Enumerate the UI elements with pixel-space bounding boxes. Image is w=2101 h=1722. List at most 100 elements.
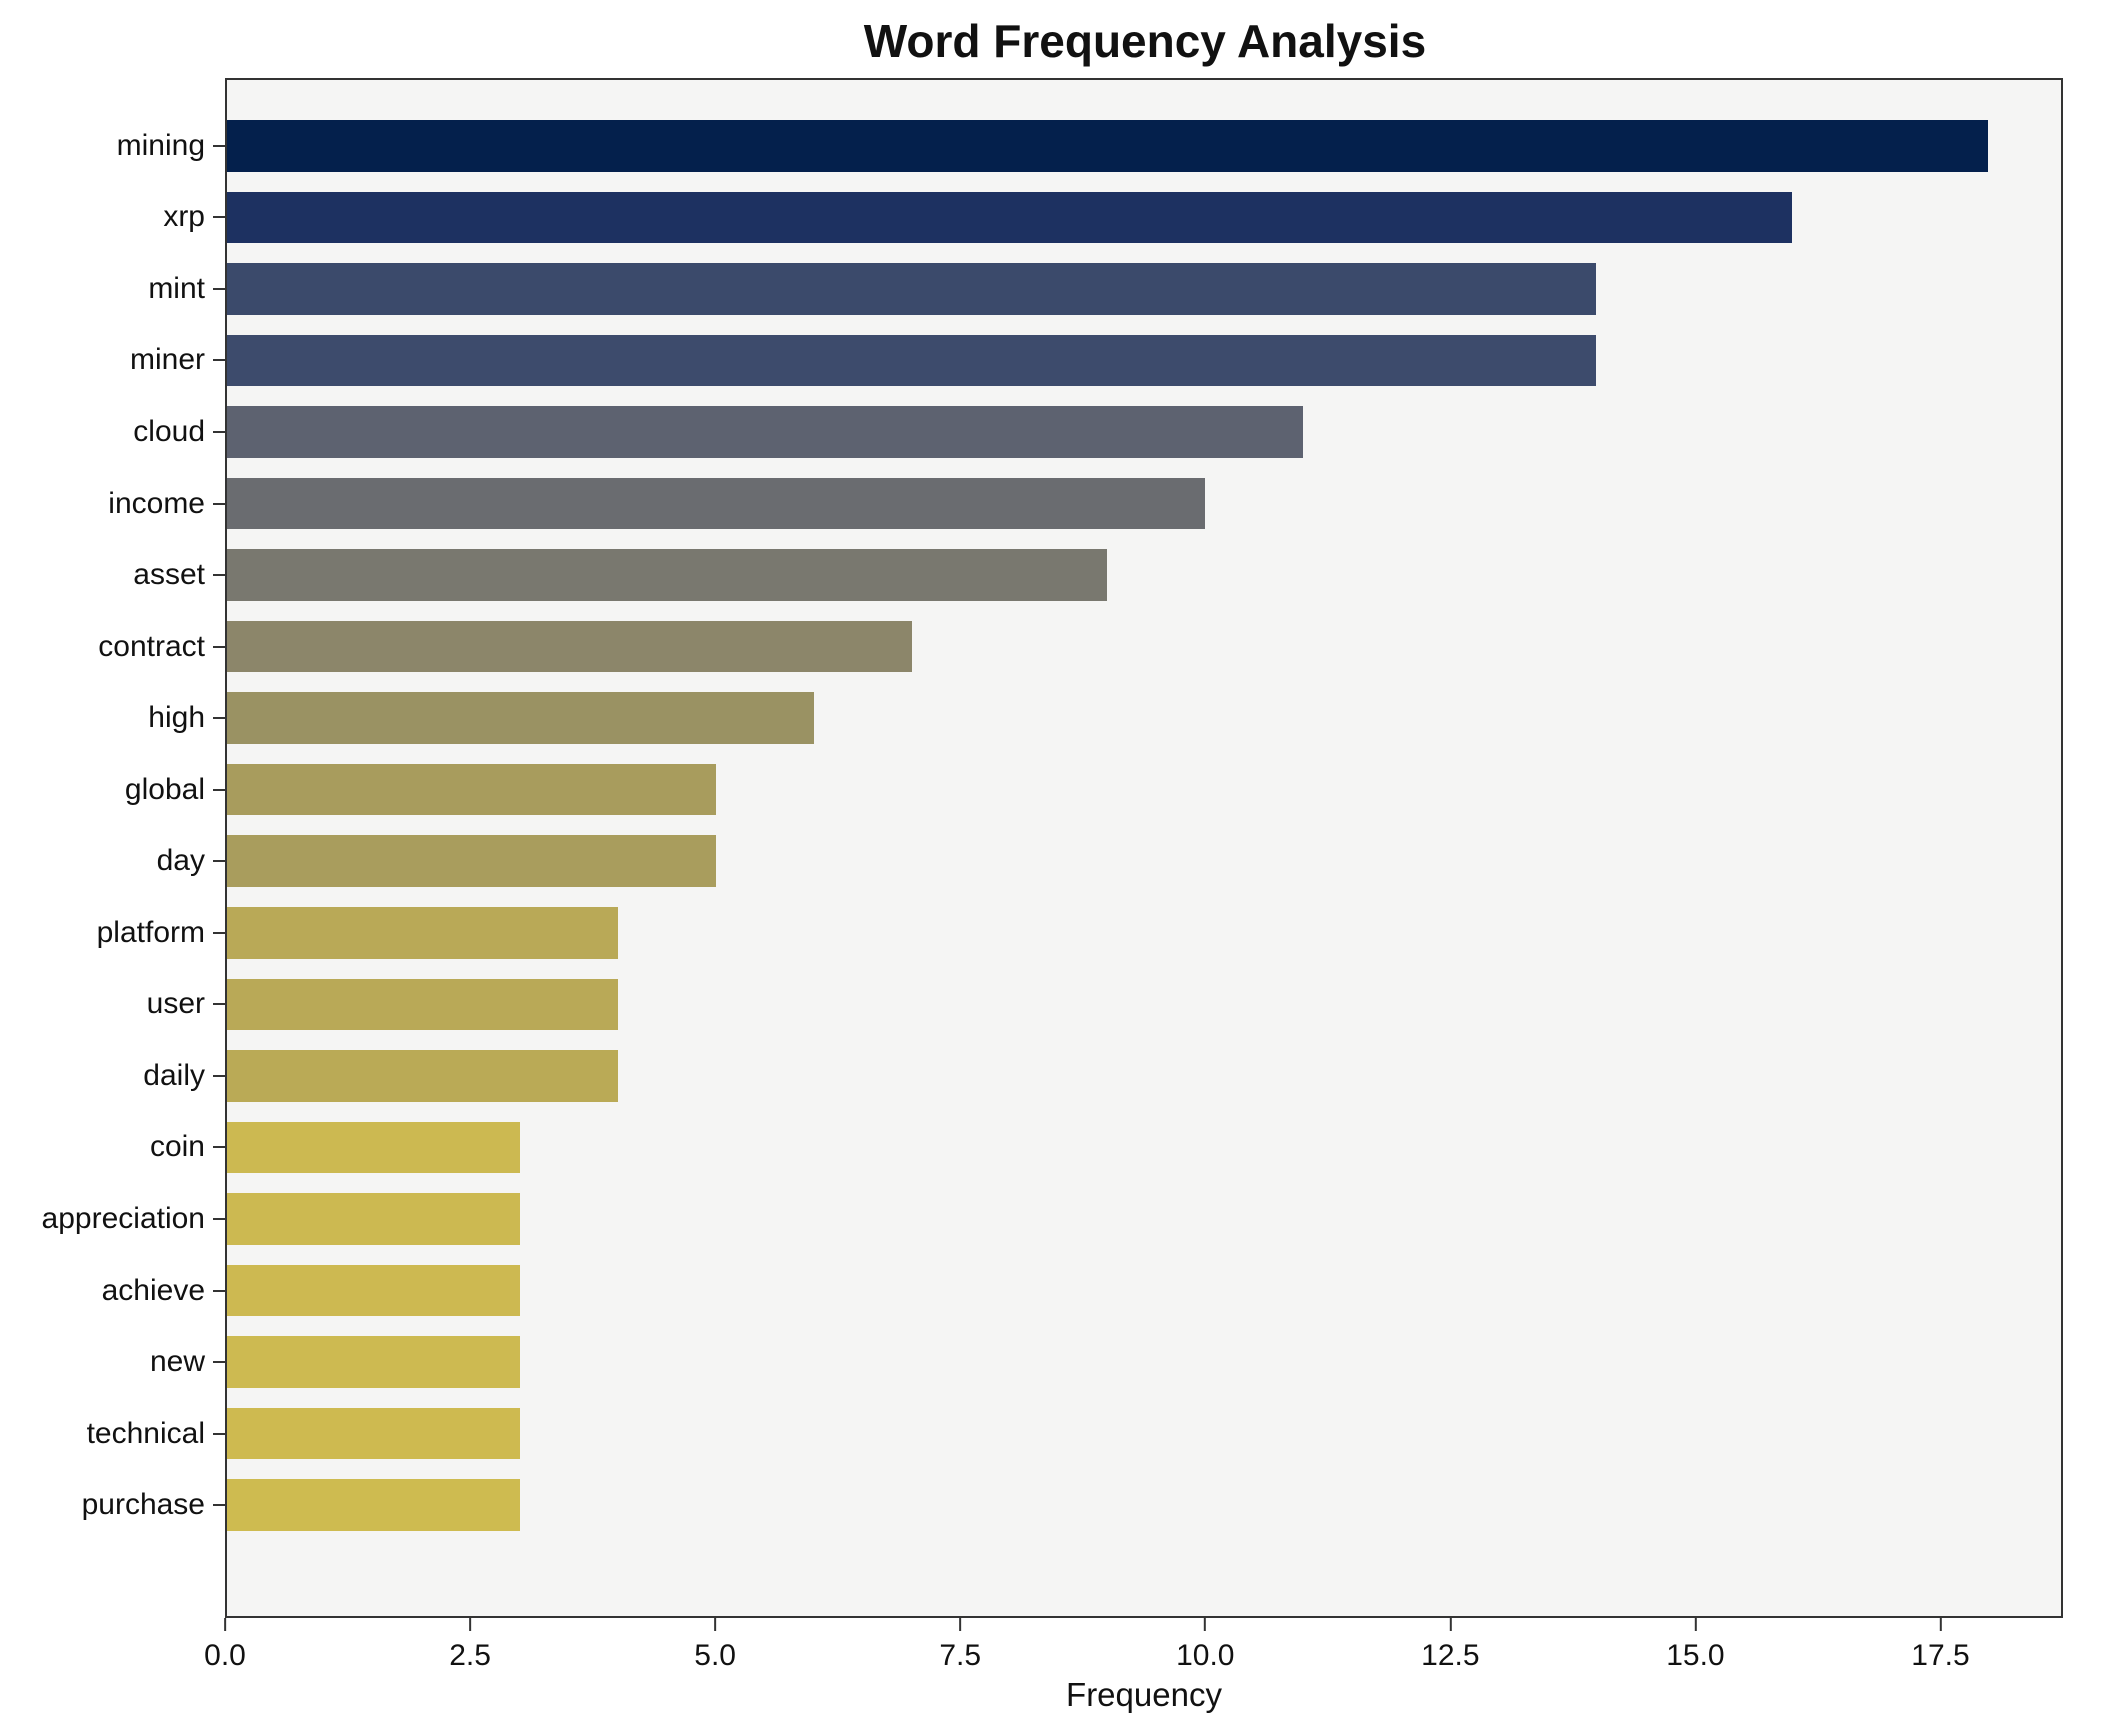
bar-row: platform	[97, 897, 2061, 969]
x-tick-mark	[469, 1618, 472, 1631]
x-tick-mark	[1694, 1618, 1697, 1631]
bar-row: daily	[143, 1040, 2061, 1112]
bar-row: cloud	[133, 396, 2061, 468]
bar-row: mint	[148, 253, 2061, 325]
bar-appreciation	[227, 1193, 521, 1245]
x-tick-label: 5.0	[694, 1639, 736, 1672]
y-tick-label: coin	[149, 1130, 205, 1164]
bar-row: xrp	[163, 182, 2061, 254]
bar-income	[227, 477, 1206, 530]
bar-row: new	[150, 1326, 2061, 1398]
bar-row: contract	[98, 611, 2061, 683]
y-tick-label: xrp	[163, 200, 205, 234]
y-tick-label: miner	[129, 343, 205, 377]
bar-row: technical	[87, 1398, 2061, 1470]
bar-mint	[227, 263, 1597, 315]
x-tick-mark	[1449, 1618, 1452, 1631]
y-tick-label: income	[108, 486, 205, 520]
y-tick-label: day	[156, 844, 205, 878]
x-tick-mark	[714, 1618, 717, 1631]
y-tick-label: purchase	[81, 1488, 205, 1522]
y-tick-label: high	[148, 701, 205, 735]
y-tick-label: mint	[148, 271, 205, 305]
bars-container: mining xrp mint miner cloud income asset contra…	[42, 110, 2061, 1541]
y-tick-mark	[213, 144, 225, 147]
y-tick-label: mining	[116, 128, 205, 162]
bar-technical	[227, 1407, 521, 1460]
bar-global	[227, 763, 717, 816]
x-tick-label: 0.0	[204, 1639, 246, 1672]
y-tick-mark	[213, 502, 225, 505]
x-tick-mark	[1204, 1618, 1207, 1631]
bar-row: high	[148, 682, 2061, 754]
y-tick-mark	[213, 1074, 225, 1077]
x-axis: 0.0 2.5 5.0 7.5 10.0 12.5 15.0 17.5	[204, 1618, 2063, 1688]
x-tick: 5.0	[694, 1618, 736, 1673]
y-tick-mark	[213, 1361, 225, 1364]
x-tick-label: 12.5	[1421, 1639, 1480, 1672]
bar-row: purchase	[82, 1469, 2061, 1541]
y-tick-mark	[213, 574, 225, 577]
y-tick-mark	[213, 1504, 225, 1507]
bar-asset	[227, 549, 1108, 601]
y-tick-label: appreciation	[41, 1201, 205, 1235]
x-tick: 12.5	[1421, 1618, 1480, 1673]
bar-row: global	[125, 754, 2061, 826]
y-tick-mark	[213, 1432, 225, 1435]
y-tick-label: user	[146, 987, 205, 1021]
x-tick-label: 15.0	[1666, 1639, 1725, 1672]
bar-high	[227, 692, 814, 744]
x-tick: 10.0	[1176, 1618, 1234, 1673]
x-tick: 7.5	[939, 1618, 981, 1673]
bar-daily	[227, 1050, 619, 1102]
y-tick-mark	[213, 287, 225, 290]
bar-coin	[227, 1121, 521, 1174]
bar-new	[227, 1336, 521, 1388]
bar-row: day	[157, 825, 2061, 897]
bar-cloud	[227, 406, 1303, 458]
x-tick: 2.5	[449, 1618, 491, 1673]
bar-achieve	[227, 1264, 521, 1317]
y-tick-label: technical	[86, 1416, 205, 1450]
y-tick-mark	[213, 860, 225, 863]
x-tick-mark	[224, 1618, 226, 1631]
chart-title: Word Frequency Analysis	[863, 15, 1427, 67]
bar-xrp	[227, 191, 1792, 244]
bar-row: coin	[150, 1112, 2061, 1184]
bar-row: asset	[133, 539, 2061, 611]
bar-user	[227, 978, 619, 1031]
y-tick-label: cloud	[133, 414, 205, 448]
bar-row: appreciation	[42, 1183, 2061, 1255]
y-tick-mark	[213, 430, 225, 433]
y-tick-label: new	[149, 1345, 205, 1379]
y-tick-label: asset	[133, 558, 205, 592]
y-tick-mark	[213, 717, 225, 720]
y-tick-mark	[213, 1217, 225, 1220]
plot-area: mining xrp mint miner cloud income asset contra…	[42, 78, 2063, 1618]
y-tick-mark	[213, 1146, 225, 1149]
y-tick-label: daily	[143, 1058, 205, 1092]
y-tick-mark	[213, 1003, 225, 1006]
y-tick-mark	[213, 788, 225, 791]
bar-mining	[227, 120, 1988, 172]
y-tick-mark	[213, 645, 225, 648]
x-tick-label: 17.5	[1911, 1639, 1970, 1672]
bar-day	[227, 835, 717, 887]
y-tick-mark	[213, 216, 225, 219]
y-tick-label: platform	[96, 915, 205, 949]
x-tick: 17.5	[1911, 1618, 1970, 1673]
x-tick: 0.0	[204, 1618, 246, 1673]
bar-miner	[227, 334, 1597, 387]
bar-row: user	[147, 969, 2061, 1041]
y-tick-label: global	[124, 772, 205, 806]
y-tick-label: contract	[98, 629, 205, 663]
bar-row: miner	[130, 325, 2061, 397]
bar-row: mining	[117, 110, 2061, 182]
x-tick-label: 2.5	[449, 1639, 491, 1672]
x-tick-label: 7.5	[939, 1639, 982, 1672]
y-tick-mark	[213, 931, 225, 934]
bar-platform	[227, 907, 619, 959]
x-tick-label: 10.0	[1176, 1639, 1235, 1672]
x-axis-label: Frequency	[1066, 1676, 1222, 1713]
x-tick: 15.0	[1666, 1618, 1725, 1673]
